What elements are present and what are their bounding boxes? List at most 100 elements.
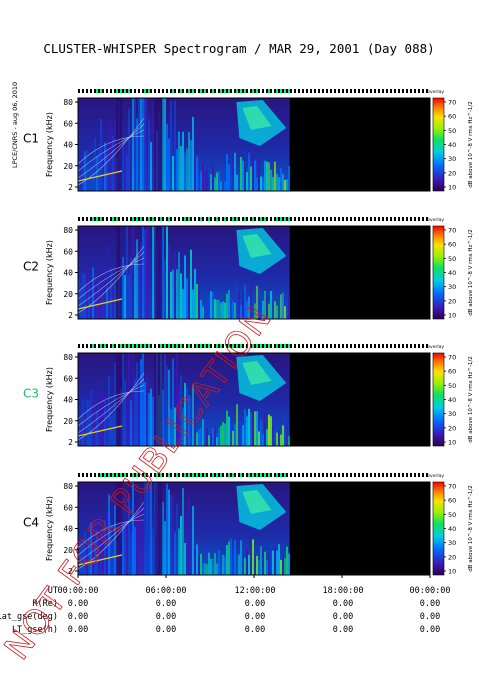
spectrogram-column bbox=[188, 394, 190, 446]
r-value-0: 0.00 bbox=[68, 599, 88, 609]
mode-tick bbox=[332, 473, 334, 477]
mode-tick bbox=[276, 473, 278, 477]
mode-tick bbox=[284, 344, 286, 348]
spectrogram-column bbox=[110, 416, 112, 446]
mode-tick bbox=[312, 344, 314, 348]
y-tick-label: 80 bbox=[63, 226, 73, 235]
harmonic-lines bbox=[77, 501, 145, 570]
r-value-3: 0.00 bbox=[333, 599, 353, 609]
spectrogram-column bbox=[174, 407, 176, 446]
mode-tick bbox=[284, 217, 286, 221]
mode-tick bbox=[300, 217, 302, 221]
mode-tick bbox=[208, 344, 210, 348]
spectrogram-column bbox=[82, 272, 84, 319]
spectrogram-column bbox=[138, 390, 140, 446]
mode-tick bbox=[108, 89, 110, 93]
mode-tick bbox=[428, 473, 430, 477]
mode-tick bbox=[220, 473, 222, 477]
spectrogram-column bbox=[202, 163, 204, 191]
spectrogram-column bbox=[232, 556, 234, 575]
spectrogram-column bbox=[190, 249, 192, 319]
spectrogram-column bbox=[268, 303, 270, 319]
mode-tick bbox=[348, 344, 350, 348]
mode-tick bbox=[112, 473, 114, 477]
mode-tick bbox=[264, 473, 266, 477]
mode-tick bbox=[308, 89, 310, 93]
spectrogram-column bbox=[162, 390, 164, 446]
spectrogram-column bbox=[102, 281, 104, 319]
mode-tick bbox=[336, 344, 338, 348]
mode-tick bbox=[256, 344, 258, 348]
mode-tick bbox=[252, 217, 254, 221]
colorbar-tick-label: 50 bbox=[448, 511, 456, 519]
spectrogram-column bbox=[254, 160, 256, 191]
r-value-1: 0.00 bbox=[156, 599, 176, 609]
spectrogram-column bbox=[220, 302, 222, 319]
spectrogram-column bbox=[148, 393, 150, 446]
mode-tick bbox=[80, 344, 82, 348]
colorbar-tick-label: 70 bbox=[448, 354, 456, 362]
colorbar bbox=[432, 352, 445, 447]
mode-bar-ticks bbox=[80, 89, 430, 93]
spectrogram-column bbox=[90, 522, 92, 575]
spectrogram-column bbox=[224, 423, 226, 446]
data-gap bbox=[289, 482, 430, 575]
mode-tick bbox=[264, 217, 266, 221]
spectrogram-column bbox=[208, 296, 210, 319]
mode-tick bbox=[284, 473, 286, 477]
spectrogram-column bbox=[94, 408, 96, 446]
spectrogram-column bbox=[196, 544, 198, 575]
spectrogram-column bbox=[268, 553, 270, 575]
mode-tick bbox=[416, 473, 418, 477]
mode-tick bbox=[100, 89, 102, 93]
mode-bar-ticks bbox=[80, 473, 430, 477]
mode-tick bbox=[408, 89, 410, 93]
spectrogram-column bbox=[178, 528, 180, 575]
mode-tick bbox=[312, 473, 314, 477]
spectrogram-column bbox=[150, 142, 152, 191]
lt-value-3: 0.00 bbox=[333, 625, 353, 635]
spectrogram-column bbox=[140, 359, 142, 446]
mode-tick bbox=[224, 344, 226, 348]
spectrogram-column bbox=[182, 131, 184, 191]
spectrogram-column bbox=[122, 136, 124, 191]
lat-value-3: 0.00 bbox=[333, 612, 353, 622]
y-axis-label: Frequency (kHz) bbox=[45, 240, 54, 305]
mode-tick bbox=[328, 89, 330, 93]
y-tick-label: 60 bbox=[63, 503, 73, 512]
mode-tick bbox=[236, 344, 238, 348]
mode-tick bbox=[244, 344, 246, 348]
colorbar-tick-label: 60 bbox=[448, 241, 456, 249]
spectrogram-column bbox=[114, 119, 116, 191]
spectrogram-column bbox=[174, 100, 176, 191]
mode-tick bbox=[112, 217, 114, 221]
spectrogram-column bbox=[264, 160, 266, 191]
mode-tick bbox=[364, 344, 366, 348]
spectrogram-column bbox=[106, 287, 108, 319]
mode-tick bbox=[396, 217, 398, 221]
mode-tick bbox=[288, 473, 290, 477]
mode-tick bbox=[396, 473, 398, 477]
spectrogram-column bbox=[192, 505, 194, 575]
spectrogram-column bbox=[178, 131, 180, 191]
lt-value-2: 0.00 bbox=[245, 625, 265, 635]
spectrogram-column bbox=[216, 563, 218, 575]
spectrogram-column bbox=[240, 422, 242, 446]
mode-tick bbox=[200, 473, 202, 477]
mode-tick bbox=[272, 217, 274, 221]
mode-tick bbox=[92, 344, 94, 348]
x-tick-marks bbox=[77, 575, 431, 578]
mode-tick bbox=[380, 217, 382, 221]
mode-tick bbox=[148, 344, 150, 348]
mode-tick bbox=[316, 89, 318, 93]
lt-value-1: 0.00 bbox=[156, 625, 176, 635]
spectrogram-column bbox=[144, 98, 146, 191]
spectrogram-column bbox=[200, 427, 202, 446]
mode-tick bbox=[192, 217, 194, 221]
mode-tick bbox=[156, 344, 158, 348]
spectrogram-column bbox=[138, 264, 140, 319]
spectrogram-column bbox=[186, 544, 188, 575]
colorbar-label: dB above 10^-8 V rms Hz^-1/2 bbox=[468, 485, 474, 572]
spectrogram-column bbox=[80, 153, 82, 191]
spectrogram-column bbox=[196, 432, 198, 446]
